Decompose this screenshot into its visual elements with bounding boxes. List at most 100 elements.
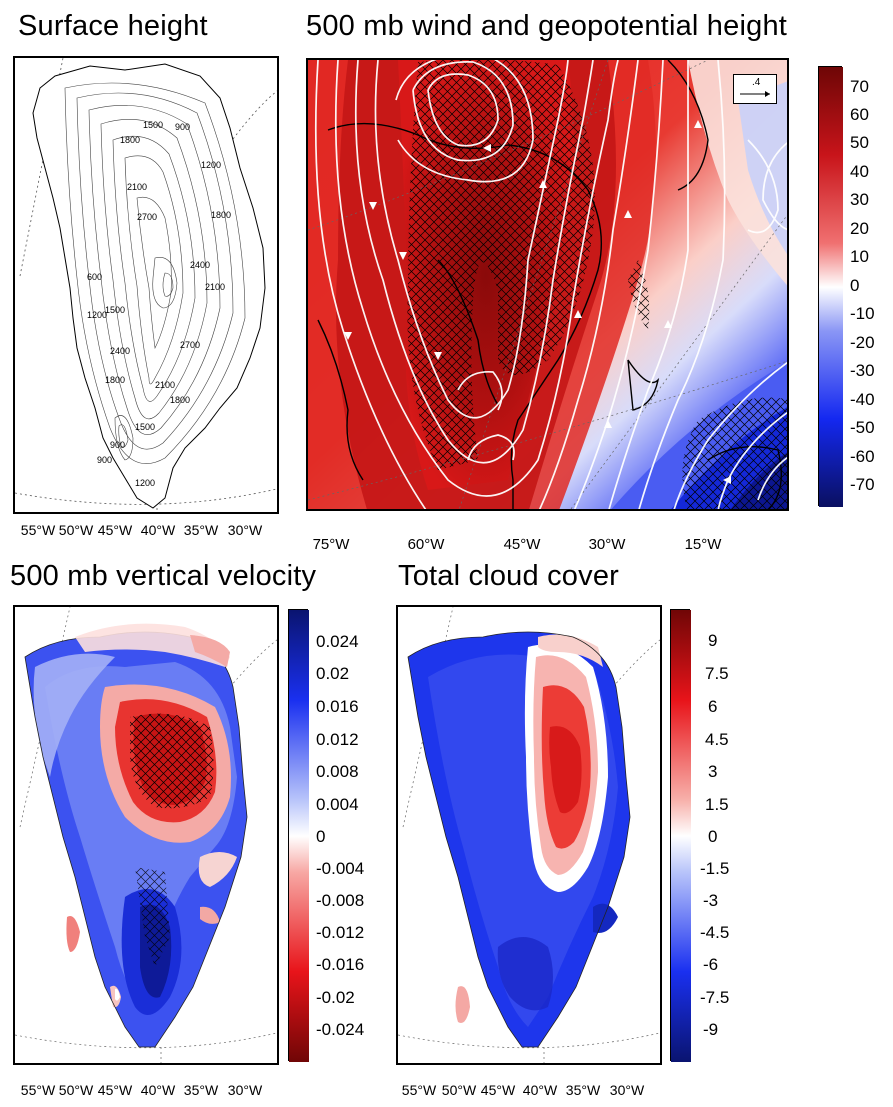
colorbar-tick: 0.012 xyxy=(316,730,359,749)
wind-geopotential-title: 500 mb wind and geopotential height xyxy=(306,10,788,42)
velocity-colorbar xyxy=(288,609,309,1062)
colorbar-tick: -70 xyxy=(850,475,875,494)
contour-label: 2700 xyxy=(137,212,157,222)
wind-svg xyxy=(308,60,787,509)
contour-label: 2700 xyxy=(180,340,200,350)
colorbar-tick: -0.024 xyxy=(316,1020,365,1039)
colorbar-tick: -7.5 xyxy=(700,988,730,1007)
surface-height-title: Surface height xyxy=(18,10,208,42)
x-tick: 50°W xyxy=(441,1082,477,1098)
x-tick: 40°W xyxy=(140,522,176,538)
contour-label: 2400 xyxy=(190,260,210,270)
surface-height-map: 1500 900 1800 1200 2100 2700 2400 1800 1… xyxy=(13,56,279,514)
colorbar-tick: 0.004 xyxy=(316,795,359,814)
cloud-svg xyxy=(398,607,660,1063)
colorbar-tick: -30 xyxy=(850,361,875,380)
x-tick: 40°W xyxy=(522,1082,558,1098)
contour-label: 1800 xyxy=(211,210,231,220)
colorbar-tick: 0 xyxy=(850,276,860,295)
colorbar-tick: -9 xyxy=(703,1020,719,1039)
x-tick: 60°W xyxy=(407,536,445,553)
contour-label: 2400 xyxy=(110,346,130,356)
colorbar-tick: -50 xyxy=(850,418,875,437)
x-tick: 35°W xyxy=(565,1082,601,1098)
contour-label: 2100 xyxy=(205,282,225,292)
vector-key: .4 xyxy=(733,74,777,104)
colorbar-tick: -0.02 xyxy=(316,988,355,1007)
colorbar-tick: 0.008 xyxy=(316,762,359,781)
contour-label: 1500 xyxy=(135,422,155,432)
x-tick: 50°W xyxy=(58,1082,94,1098)
colorbar-tick: -6 xyxy=(703,955,719,974)
colorbar-tick: -3 xyxy=(703,891,719,910)
colorbar-tick: 0.024 xyxy=(316,632,359,651)
x-tick: 15°W xyxy=(684,536,722,553)
x-tick: 35°W xyxy=(183,1082,219,1098)
x-tick: 35°W xyxy=(183,522,219,538)
vertical-velocity-map xyxy=(13,605,279,1065)
x-tick: 40°W xyxy=(140,1082,176,1098)
colorbar-tick: -20 xyxy=(850,333,875,352)
colorbar-tick: 20 xyxy=(850,219,869,238)
contour-label: 2100 xyxy=(127,182,147,192)
colorbar-tick: 3 xyxy=(708,762,718,781)
colorbar-tick: -0.004 xyxy=(316,859,365,878)
cloud-cover-map xyxy=(396,605,662,1065)
contour-label: 1200 xyxy=(201,160,221,170)
velocity-svg xyxy=(15,607,277,1063)
colorbar-tick: 30 xyxy=(850,190,869,209)
contour-label: 900 xyxy=(97,455,112,465)
x-tick: 45°W xyxy=(503,536,541,553)
contour-label: 1500 xyxy=(105,305,125,315)
x-tick: 30°W xyxy=(227,522,263,538)
colorbar-tick: -1.5 xyxy=(700,859,730,878)
contour-label: 1800 xyxy=(120,135,140,145)
x-tick: 50°W xyxy=(58,522,94,538)
colorbar-tick: 40 xyxy=(850,162,869,181)
x-tick: 30°W xyxy=(227,1082,263,1098)
x-tick: 45°W xyxy=(480,1082,516,1098)
cloud-cover-title: Total cloud cover xyxy=(398,560,620,592)
colorbar-tick: 6 xyxy=(708,697,718,716)
vertical-velocity-title: 500 mb vertical velocity xyxy=(10,560,317,592)
x-tick: 55°W xyxy=(20,522,56,538)
colorbar-tick: -4.5 xyxy=(700,923,730,942)
wind-colorbar xyxy=(818,66,843,507)
x-tick: 30°W xyxy=(609,1082,645,1098)
colorbar-tick: -60 xyxy=(850,447,875,466)
contour-label: 1200 xyxy=(135,478,155,488)
wind-geopotential-map: .4 xyxy=(306,58,789,511)
colorbar-tick: -40 xyxy=(850,390,875,409)
colorbar-tick: 7.5 xyxy=(705,664,729,683)
contour-label: 900 xyxy=(110,440,125,450)
x-tick: 45°W xyxy=(97,522,133,538)
colorbar-tick: -0.008 xyxy=(316,891,365,910)
colorbar-tick: 10 xyxy=(850,247,869,266)
colorbar-tick: 0 xyxy=(316,827,326,846)
vector-key-arrow-icon xyxy=(740,91,770,97)
colorbar-tick: 70 xyxy=(850,77,869,96)
contour-label: 1800 xyxy=(170,395,190,405)
colorbar-tick: -0.012 xyxy=(316,923,365,942)
x-tick: 30°W xyxy=(588,536,626,553)
colorbar-tick: 60 xyxy=(850,105,869,124)
x-tick: 55°W xyxy=(401,1082,437,1098)
contour-label: 600 xyxy=(87,272,102,282)
cloud-colorbar xyxy=(670,609,691,1062)
vector-key-label: .4 xyxy=(752,77,761,88)
contour-label: 1200 xyxy=(87,310,107,320)
colorbar-tick: -10 xyxy=(850,304,875,323)
contour-label: 2100 xyxy=(155,380,175,390)
surface-height-svg: 1500 900 1800 1200 2100 2700 2400 1800 1… xyxy=(15,58,277,512)
contour-label: 1500 xyxy=(143,120,163,130)
colorbar-tick: 0.02 xyxy=(316,664,350,683)
x-tick: 45°W xyxy=(97,1082,133,1098)
greenland-outline xyxy=(32,63,266,509)
contour-label: 1800 xyxy=(105,375,125,385)
colorbar-tick: 1.5 xyxy=(705,795,729,814)
colorbar-tick: 0 xyxy=(708,827,718,846)
x-tick: 55°W xyxy=(20,1082,56,1098)
colorbar-tick: 50 xyxy=(850,133,869,152)
colorbar-tick: -0.016 xyxy=(316,955,365,974)
colorbar-tick: 9 xyxy=(708,631,718,650)
